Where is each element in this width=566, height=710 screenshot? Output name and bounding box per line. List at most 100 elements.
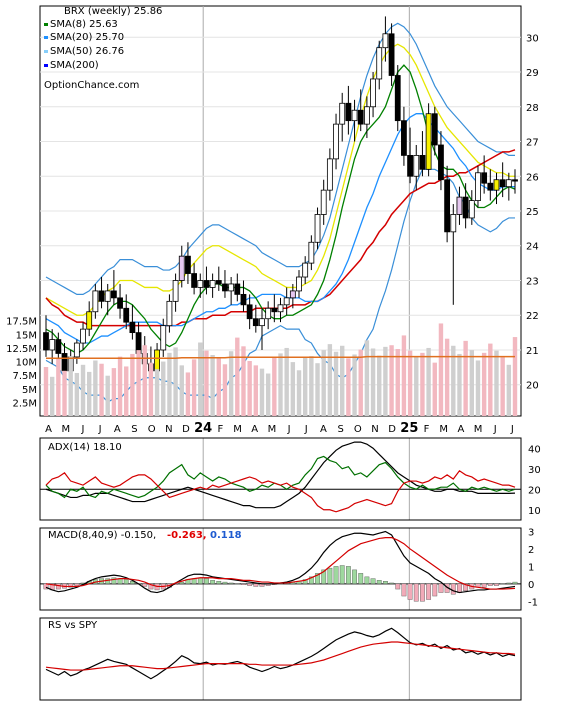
candle-body (462, 196, 469, 219)
volume-bar (117, 356, 123, 416)
candle-body (98, 290, 105, 302)
candle-body (438, 144, 444, 181)
macd-histogram-bar (197, 577, 203, 585)
volume-bar (80, 364, 86, 416)
volume-bar (216, 358, 221, 416)
x-tick-label: J (80, 424, 84, 435)
macd-histogram-bar (401, 583, 407, 597)
volume-bar (241, 346, 246, 416)
candle-body (191, 273, 198, 288)
macd-histogram-bar (395, 583, 401, 590)
x-tick-label: 24 (194, 421, 212, 436)
candle-body (296, 276, 302, 292)
macd-histogram-bar (450, 583, 456, 595)
candle-body (240, 293, 247, 306)
candle-body (43, 332, 49, 351)
x-tick-label: S (337, 424, 343, 435)
candle-body (444, 179, 451, 233)
candle-body (481, 172, 488, 184)
candle-body (505, 179, 512, 188)
macd-histogram-bar (315, 573, 320, 585)
volume-bar (124, 366, 129, 416)
x-tick-label: O (354, 424, 362, 435)
candle-body (55, 339, 62, 354)
x-tick-label: J (98, 424, 102, 435)
candle-body (493, 179, 500, 191)
x-tick-label: 25 (400, 421, 418, 436)
macd-histogram-bar (407, 583, 413, 600)
adx-tick-label: 20 (528, 485, 541, 496)
volume-bar (228, 351, 234, 416)
volume-average-line (46, 355, 515, 360)
volume-bar (284, 347, 289, 416)
price-tick-label: 26 (526, 172, 539, 183)
macd-histogram-bar (321, 569, 327, 585)
volume-bar (173, 347, 178, 416)
volume-bar (469, 350, 475, 416)
macd-histogram-bar (376, 580, 382, 585)
candle-body (289, 290, 296, 299)
macd-histogram-bar (512, 581, 518, 585)
candle-body (61, 353, 68, 372)
volume-bar (377, 355, 382, 416)
macd-histogram-bar (389, 582, 394, 585)
candle-body (357, 109, 364, 125)
volume-tick-label: 2.5M (12, 398, 37, 409)
x-tick-label: A (320, 424, 327, 435)
volume-bar (370, 348, 376, 416)
candle-body (154, 349, 160, 372)
x-tick-label: M (474, 424, 483, 435)
x-tick-label: N (371, 424, 378, 435)
x-tick-label: J (287, 424, 291, 435)
macd-histogram-bar (278, 583, 283, 585)
macd-histogram-bar (413, 583, 419, 602)
macd-histogram-bar (222, 581, 228, 585)
macd-histogram-bar (302, 579, 308, 585)
candle-body (413, 155, 420, 177)
volume-tick-label: 15M (16, 330, 37, 341)
macd-histogram-bar (370, 578, 376, 585)
volume-bar (272, 357, 277, 416)
volume-bar (407, 350, 413, 416)
rs-title: RS vs SPY (48, 620, 98, 631)
candle-body (185, 255, 191, 274)
candle-body (123, 307, 130, 323)
price-tick-label: 30 (526, 33, 539, 44)
macd-tick-label: 1 (528, 562, 534, 573)
volume-bar (506, 364, 512, 416)
volume-bar (49, 376, 55, 416)
macd-histogram-bar (105, 578, 111, 585)
macd-histogram-bar (204, 578, 209, 585)
candle-body (92, 290, 99, 313)
x-tick-label: M (61, 424, 70, 435)
volume-bar (161, 361, 166, 416)
price-tick-label: 22 (526, 311, 539, 322)
candle-body (259, 318, 265, 327)
macd-histogram-bar (68, 583, 74, 588)
candle-body (302, 262, 309, 278)
candle-body (246, 304, 253, 320)
volume-tick-label: 5M (22, 385, 37, 396)
volume-bar (432, 362, 437, 416)
x-tick-label: A (457, 424, 464, 435)
volume-bar (86, 371, 92, 416)
candle-body (382, 33, 389, 49)
adx-title: ADX(14) 18.10 (48, 442, 122, 453)
candle-body (160, 325, 167, 351)
macd-tick-label: 0 (528, 580, 534, 591)
macd-histogram-bar (481, 583, 487, 588)
x-tick-label: A (251, 424, 258, 435)
candle-body (110, 290, 117, 299)
rs-frame (39, 617, 522, 701)
volume-tick-label: 17.5M (6, 317, 37, 328)
candle-body (209, 280, 216, 288)
candle-body (333, 123, 339, 160)
macd-histogram-bar (228, 582, 234, 585)
macd-histogram-bar (142, 583, 148, 587)
volume-bar (210, 355, 215, 416)
candle-body (394, 75, 401, 122)
candle-body (283, 297, 290, 306)
volume-bar (130, 353, 135, 416)
macd-signal-line (45, 536, 516, 590)
